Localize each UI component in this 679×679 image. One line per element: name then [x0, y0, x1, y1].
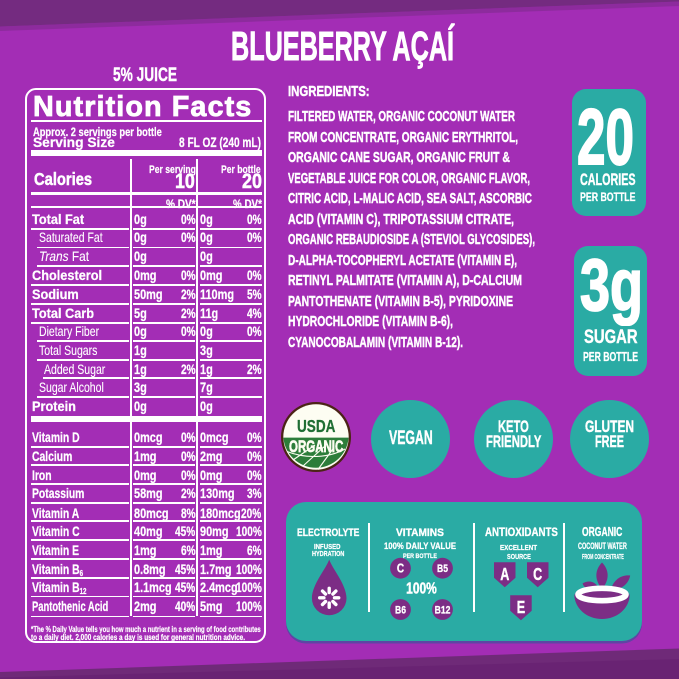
svg-text:B5: B5 — [437, 563, 448, 575]
svg-text:C: C — [397, 563, 404, 576]
svg-text:A: A — [500, 565, 509, 585]
svg-text:E: E — [517, 598, 525, 618]
svg-text:B12: B12 — [435, 605, 451, 617]
svg-text:C: C — [533, 565, 542, 585]
svg-text:100%: 100% — [406, 579, 437, 597]
svg-text:B6: B6 — [395, 605, 406, 617]
